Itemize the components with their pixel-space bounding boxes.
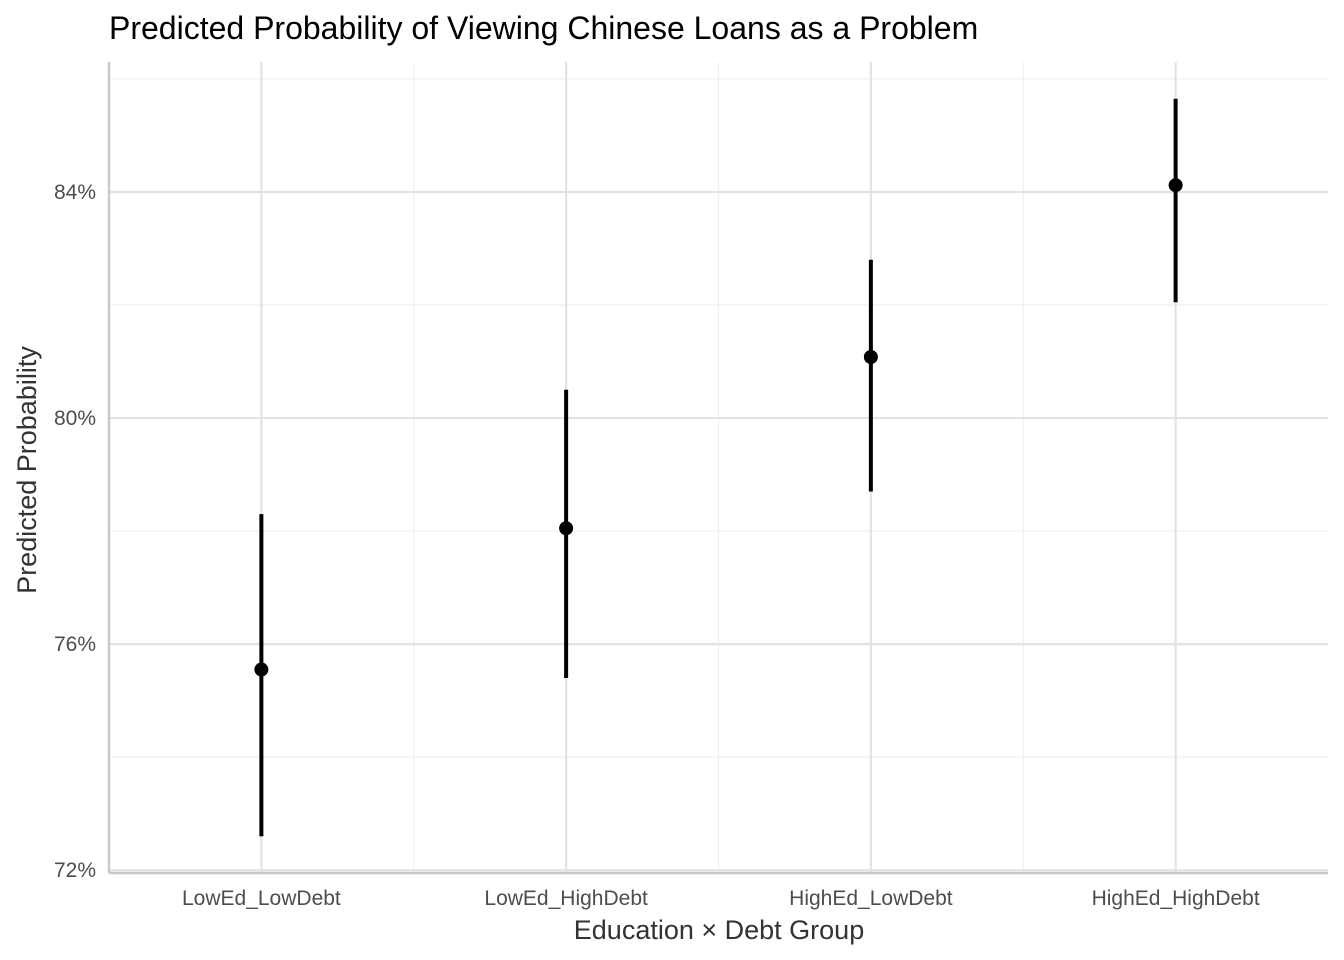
y-tick-label: 72% [54, 859, 96, 882]
y-tick-labels: 72% 76% 80% 84% [54, 181, 96, 882]
y-tick-label: 84% [54, 181, 96, 204]
y-tick-label: 76% [54, 633, 96, 656]
y-axis-title: Predicted Probability [12, 346, 42, 594]
x-tick-labels: LowEd_LowDebt LowEd_HighDebt HighEd_LowDeb… [182, 887, 1260, 910]
chart-title: Predicted Probability of Viewing Chinese… [109, 10, 978, 46]
x-tick-label: HighEd_LowDebt [789, 887, 953, 910]
data-point [254, 662, 269, 677]
data-point [559, 521, 574, 536]
data-point [1168, 178, 1183, 193]
x-tick-label: LowEd_LowDebt [182, 887, 341, 910]
x-axis-title: Education × Debt Group [574, 915, 864, 945]
axes [107, 62, 1328, 875]
x-tick-label: HighEd_HighDebt [1092, 887, 1260, 910]
data-point [863, 350, 878, 365]
y-tick-label: 80% [54, 407, 96, 430]
x-tick-label: LowEd_HighDebt [484, 887, 648, 910]
grid [109, 62, 1328, 873]
data-marks [254, 98, 1183, 837]
